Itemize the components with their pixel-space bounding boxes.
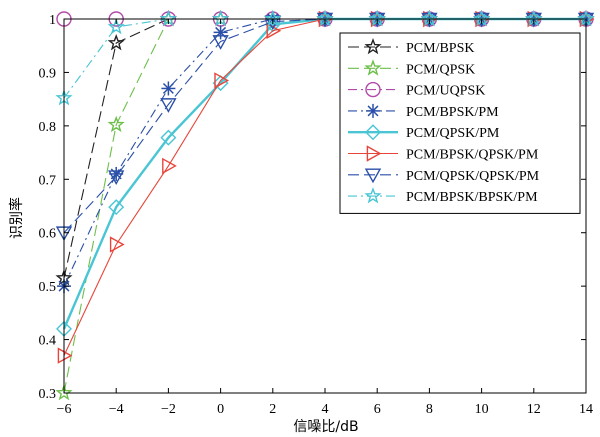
legend-label: PCM/BPSK [406,41,474,56]
data-point-shape [107,115,125,133]
legend-marker [364,59,382,76]
legend-marker [365,124,381,141]
legend-entry-3: PCM/UQPSK [348,81,485,99]
data-point-shape [160,98,177,113]
legend-marker [364,38,382,55]
data-point [214,72,230,89]
data-point [161,81,176,96]
y-tick-label: 0.8 [39,120,57,135]
data-point-shape [108,170,125,186]
legend-marker-shape [365,124,381,141]
data-point-shape [107,18,125,35]
legend-marker [364,168,382,184]
data-point-shape [109,236,125,253]
data-point [57,347,73,364]
data-point [107,34,125,51]
x-tick-label: 8 [426,402,433,417]
legend-marker-shape [364,38,382,55]
x-axis-label: 信噪比/dB [293,419,358,435]
data-point-shape [212,35,229,50]
legend-marker-shape [366,145,382,162]
data-point-shape [160,129,177,146]
legend-marker-shape [364,168,382,184]
x-tick-label: 12 [527,402,541,417]
x-tick-label: 14 [579,402,593,417]
data-point-shape [55,384,73,401]
y-tick-label: 0.4 [39,334,57,349]
legend-marker-shape [364,59,382,76]
legend: PCM/BPSK PCM/QPSK PCM/UQPSK PCM/BPSK/PM PCM/… [339,32,581,214]
y-tick-label: 0.6 [39,227,57,242]
data-point [107,18,125,35]
legend-entry-7: PCM/QPSK/QPSK/PM [348,168,540,184]
y-tick-label: 0.9 [39,66,57,81]
x-tick-label: 0 [217,402,224,417]
data-point [212,35,229,50]
legend-marker-shape [364,187,382,204]
legend-entry-8: PCM/BPSK/BPSK/PM [348,187,538,205]
x-tick-label: −4 [109,402,124,417]
legend-entry-5: PCM/QPSK/PM [348,124,500,141]
legend-entry-4: PCM/BPSK/PM [348,103,499,120]
legend-label: PCM/QPSK/PM [406,126,500,141]
legend-label: PCM/BPSK/QPSK/PM [406,148,539,163]
legend-label: PCM/QPSK/QPSK/PM [406,169,540,184]
y-tick-label: 1 [49,13,56,28]
x-tick-label: 4 [322,402,329,417]
y-tick-label: 0.7 [39,173,57,188]
legend-entry-1: PCM/BPSK [348,38,474,56]
data-point [160,129,177,146]
legend-marker-stroke [367,105,379,117]
x-tick-label: −2 [161,402,176,417]
x-tick-label: 2 [269,402,276,417]
x-tick-label: −6 [57,402,72,417]
data-point [213,25,228,40]
legend-entry-2: PCM/QPSK [348,59,475,77]
data-point-shape [214,72,230,89]
data-point [162,157,177,175]
legend-marker [366,145,382,162]
data-point [160,98,177,113]
data-point-shape [107,34,125,51]
legend-label: PCM/UQPSK [406,84,485,99]
data-point [108,199,125,216]
data-point-shape [162,157,177,175]
legend-marker-shape [365,81,381,98]
legend-label: PCM/QPSK [406,62,475,77]
data-point [109,236,125,253]
legend-marker [366,103,380,118]
data-point [108,170,125,186]
y-axis-label: 识别率 [8,197,25,239]
y-tick-label: 0.5 [39,280,57,295]
legend-box [339,32,581,214]
legend-entry-6: PCM/BPSK/QPSK/PM [348,145,539,163]
data-point [212,75,229,92]
legend-label: PCM/BPSK/BPSK/PM [406,190,538,205]
data-point-shape [108,199,125,216]
data-point-shape [57,347,73,364]
x-tick-label: 6 [374,402,381,417]
legend-label: PCM/BPSK/PM [406,105,499,120]
y-tick-label: 0.3 [39,387,57,402]
legend-marker [365,81,381,98]
data-point [55,384,73,401]
axes: −6 −4 −2 0 2 4 6 8 10 12 14 0.3 0.4 0.5 0.6 0.7 0.8 0.9 1 [39,13,594,417]
legend-marker [364,187,382,204]
data-point [107,115,125,133]
data-point-shape [212,75,229,92]
data-point-stroke [162,82,174,94]
x-tick-label: 10 [475,402,489,417]
